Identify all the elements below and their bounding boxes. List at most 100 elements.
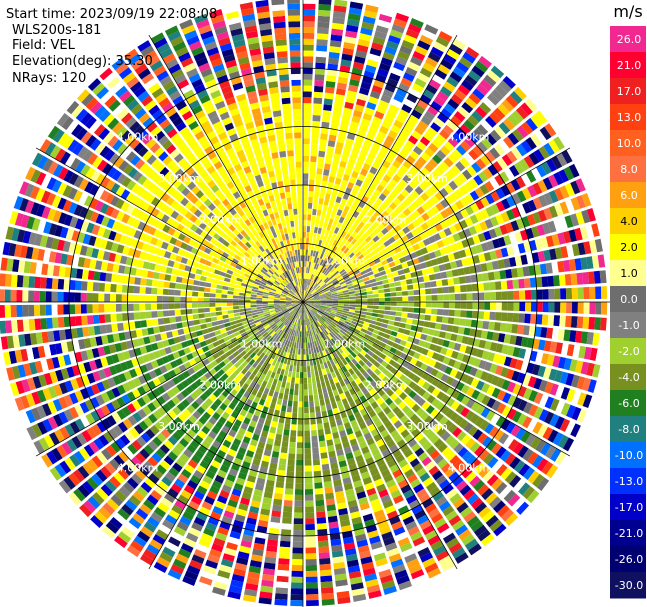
velocity-gate — [507, 132, 520, 146]
velocity-gate — [394, 246, 402, 254]
velocity-gate — [194, 274, 202, 281]
velocity-gate — [293, 401, 298, 408]
velocity-gate — [256, 304, 263, 307]
velocity-gate — [326, 385, 332, 393]
velocity-gate — [320, 305, 326, 308]
velocity-gate — [492, 353, 501, 364]
velocity-gate — [407, 222, 416, 231]
velocity-gate — [571, 243, 580, 257]
velocity-gate — [307, 293, 312, 299]
velocity-gate — [283, 311, 289, 316]
velocity-gate — [449, 214, 459, 224]
velocity-gate — [193, 319, 200, 326]
velocity-gate — [286, 376, 292, 383]
velocity-gate — [303, 15, 315, 22]
velocity-gate — [211, 459, 221, 469]
velocity-gate — [348, 252, 355, 259]
velocity-gate — [132, 490, 145, 503]
velocity-gate — [464, 275, 472, 284]
velocity-gate — [308, 297, 314, 300]
velocity-gate — [367, 530, 379, 539]
velocity-gate — [274, 347, 280, 355]
velocity-gate — [307, 330, 311, 337]
velocity-gate — [517, 324, 525, 335]
velocity-gate — [422, 498, 434, 509]
velocity-gate — [355, 260, 362, 267]
velocity-gate — [430, 280, 437, 288]
velocity-gate — [332, 556, 345, 564]
velocity-gate — [190, 373, 199, 382]
velocity-gate — [513, 161, 525, 174]
velocity-gate — [196, 348, 204, 356]
velocity-gate — [331, 321, 338, 326]
velocity-gate — [242, 594, 257, 603]
velocity-gate — [342, 416, 350, 424]
velocity-gate — [321, 315, 327, 321]
velocity-gate — [219, 444, 229, 454]
velocity-gate — [278, 464, 286, 471]
velocity-gate — [517, 385, 527, 398]
velocity-gate — [169, 316, 176, 324]
velocity-gate — [495, 446, 507, 459]
velocity-gate — [398, 211, 407, 220]
velocity-gate — [561, 343, 569, 356]
velocity-gate — [503, 435, 514, 448]
velocity-gate — [156, 256, 164, 265]
velocity-gate — [103, 367, 112, 378]
velocity-gate — [447, 358, 456, 368]
velocity-gate — [354, 312, 361, 317]
velocity-gate — [521, 187, 532, 200]
velocity-gate — [357, 352, 364, 360]
velocity-gate — [384, 252, 392, 259]
velocity-gate — [240, 331, 248, 338]
velocity-gate — [212, 274, 220, 280]
velocity-gate — [583, 346, 592, 360]
velocity-gate — [303, 62, 314, 69]
velocity-gate — [483, 282, 490, 291]
velocity-gate — [82, 462, 94, 476]
velocity-gate — [495, 291, 502, 300]
velocity-gate — [299, 331, 302, 338]
velocity-gate — [140, 526, 154, 538]
velocity-gate — [34, 233, 43, 247]
velocity-gate — [525, 302, 532, 312]
velocity-gate — [272, 366, 278, 373]
velocity-gate — [436, 309, 444, 316]
velocity-gate — [338, 360, 345, 368]
velocity-gate — [436, 256, 444, 265]
velocity-gate — [399, 256, 407, 264]
velocity-gate — [51, 317, 59, 329]
velocity-gate — [531, 454, 544, 469]
velocity-gate — [313, 306, 320, 309]
velocity-gate — [420, 222, 429, 231]
velocity-gate — [63, 279, 71, 290]
velocity-gate — [528, 390, 538, 402]
velocity-gate — [335, 93, 345, 102]
velocity-gate — [433, 180, 443, 191]
velocity-gate — [284, 388, 290, 395]
velocity-gate — [289, 322, 294, 329]
velocity-gate — [488, 321, 495, 331]
velocity-gate — [409, 330, 417, 337]
velocity-gate — [429, 184, 439, 194]
velocity-gate — [238, 357, 246, 365]
velocity-gate — [418, 436, 429, 447]
velocity-gate — [549, 398, 560, 412]
velocity-gate — [248, 343, 256, 349]
velocity-gate — [448, 180, 458, 191]
velocity-gate — [583, 287, 590, 300]
velocity-gate — [384, 505, 396, 515]
velocity-gate — [398, 221, 407, 229]
velocity-gate — [501, 312, 508, 322]
velocity-gate — [593, 270, 601, 284]
velocity-gate — [426, 126, 438, 137]
velocity-gate — [347, 565, 361, 574]
velocity-gate — [97, 249, 105, 260]
velocity-gate — [486, 331, 494, 341]
velocity-gate — [477, 529, 491, 542]
velocity-gate — [373, 298, 380, 302]
velocity-gate — [133, 424, 144, 435]
velocity-gate — [180, 543, 194, 554]
velocity-gate — [441, 316, 449, 324]
velocity-gate — [98, 314, 106, 324]
